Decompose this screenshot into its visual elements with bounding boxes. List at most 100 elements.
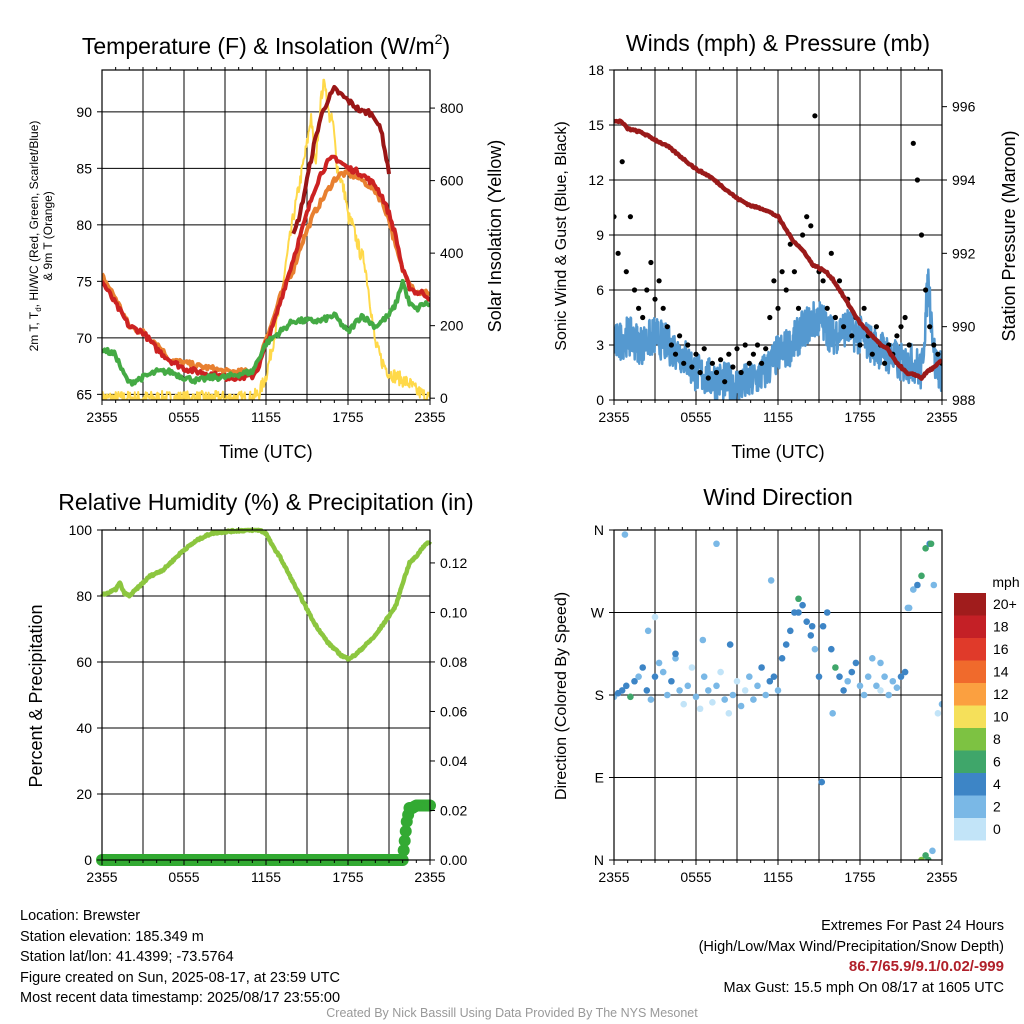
y-right-tick-label: 994 [952, 172, 976, 188]
gust-point [824, 305, 830, 311]
direction-point [848, 668, 856, 676]
direction-point [860, 691, 868, 699]
direction-point [927, 540, 935, 548]
gust-point [623, 269, 629, 275]
gust-point [828, 250, 834, 256]
direction-point [818, 778, 826, 786]
station-info: Location: Brewster Station elevation: 18… [20, 906, 340, 1009]
gust-point [898, 324, 904, 330]
gust-point [754, 342, 761, 348]
y-tick-label: 80 [76, 217, 92, 233]
direction-point [934, 710, 942, 717]
gust-point [800, 232, 806, 238]
gust-point [914, 177, 921, 183]
gust-point [783, 287, 789, 293]
gust-point [656, 278, 662, 284]
x-tick-label: 2355 [86, 869, 117, 885]
y-right-tick-label: 990 [952, 319, 976, 335]
direction-point [659, 668, 667, 676]
precip-point [398, 834, 411, 847]
direction-point [929, 847, 936, 855]
gust-point [775, 305, 781, 311]
direction-point [844, 677, 851, 685]
gust-point [738, 369, 744, 376]
precip-point [399, 825, 412, 838]
gust-point [795, 305, 802, 311]
winds-panel: Winds (mph) & Pressure (mb) Time (UTC) S… [553, 30, 1019, 462]
direction-point [696, 705, 704, 713]
precip-point [397, 844, 410, 857]
direction-point [766, 677, 774, 685]
y-tick-label: 15 [588, 117, 604, 133]
max-gust: Max Gust: 15.5 mph On 08/17 at 1605 UTC [723, 979, 1004, 996]
x-tick-label: 1755 [332, 869, 363, 885]
insolation-y-label: Solar Insolation (Yellow) [485, 140, 505, 332]
direction-point [795, 609, 802, 616]
y-right-tick-label: 992 [952, 245, 976, 261]
gust-point [820, 278, 826, 284]
pressure-y-label: Station Pressure (Maroon) [999, 130, 1019, 341]
wind-direction-title: Wind Direction [703, 484, 853, 510]
station-location: Location: Brewster [20, 908, 141, 924]
x-tick-label: 2355 [598, 409, 629, 425]
y-tick-label: 40 [76, 720, 92, 736]
y-tick-label: 100 [69, 522, 93, 538]
y-tick-label: 0 [84, 852, 92, 868]
y-right-tick-label: 0.00 [440, 852, 467, 868]
y-right-tick-label: 400 [440, 245, 464, 261]
direction-point [873, 682, 880, 690]
speed-legend: mph 20+ 18 16 14 12 10 8 6 4 2 0 [954, 574, 1020, 841]
direction-point [922, 852, 929, 859]
gust-point [832, 314, 839, 321]
gust-point [882, 360, 888, 366]
gust-point [918, 232, 925, 238]
humidity-panel: Relative Humidity (%) & Precipitation (i… [26, 489, 474, 885]
legend-label: 14 [993, 664, 1009, 680]
temperature-panel: Temperature (F) & Insolation (W/m2) Time… [27, 31, 505, 462]
gust-point [927, 324, 933, 330]
gust-point [869, 351, 875, 357]
y-tick-label: S [595, 687, 604, 703]
gust-point [685, 342, 691, 348]
x-tick-label: 1755 [332, 409, 363, 425]
direction-point [758, 664, 765, 671]
direction-point [787, 627, 794, 635]
direction-point [778, 655, 786, 662]
direction-point [700, 673, 708, 680]
gust-point [730, 364, 736, 370]
humidity-y-label: Percent & Precipitation [26, 604, 46, 787]
series-line-4 [102, 278, 430, 387]
gust-point [664, 324, 670, 330]
gust-point [709, 360, 716, 366]
direction-point [832, 664, 839, 671]
direction-point [623, 682, 630, 690]
gust-point [779, 269, 785, 275]
y-tick-label: 65 [76, 386, 92, 402]
legend-swatch [954, 795, 986, 818]
direction-point [889, 677, 897, 685]
direction-point [709, 699, 716, 706]
y-right-tick-label: 200 [440, 318, 464, 334]
temperature-x-label: Time (UTC) [219, 442, 312, 462]
y-right-tick-label: 0.02 [440, 802, 467, 818]
figure-created: Figure created on Sun, 2025-08-17, at 23… [20, 969, 340, 986]
y-right-tick-label: 996 [952, 99, 976, 115]
direction-point [914, 581, 921, 589]
gust-point [636, 305, 642, 311]
x-tick-label: 1755 [844, 869, 875, 885]
direction-point [725, 710, 733, 717]
y-right-tick-label: 800 [440, 100, 464, 116]
extremes-values: 86.7/65.9/9.1/0.02/-999 [848, 958, 1004, 975]
winds-x-label: Time (UTC) [731, 442, 824, 462]
legend-title: mph [992, 574, 1019, 590]
y-right-tick-label: 0.12 [440, 555, 467, 571]
y-right-tick-label: 0.08 [440, 654, 467, 670]
direction-point [885, 691, 892, 699]
gust-point [771, 278, 777, 284]
gust-point [873, 324, 880, 330]
y-tick-label: 18 [588, 62, 604, 78]
gust-point [614, 214, 617, 220]
gust-point [849, 333, 855, 339]
direction-point [729, 691, 737, 699]
direction-point [901, 668, 909, 676]
